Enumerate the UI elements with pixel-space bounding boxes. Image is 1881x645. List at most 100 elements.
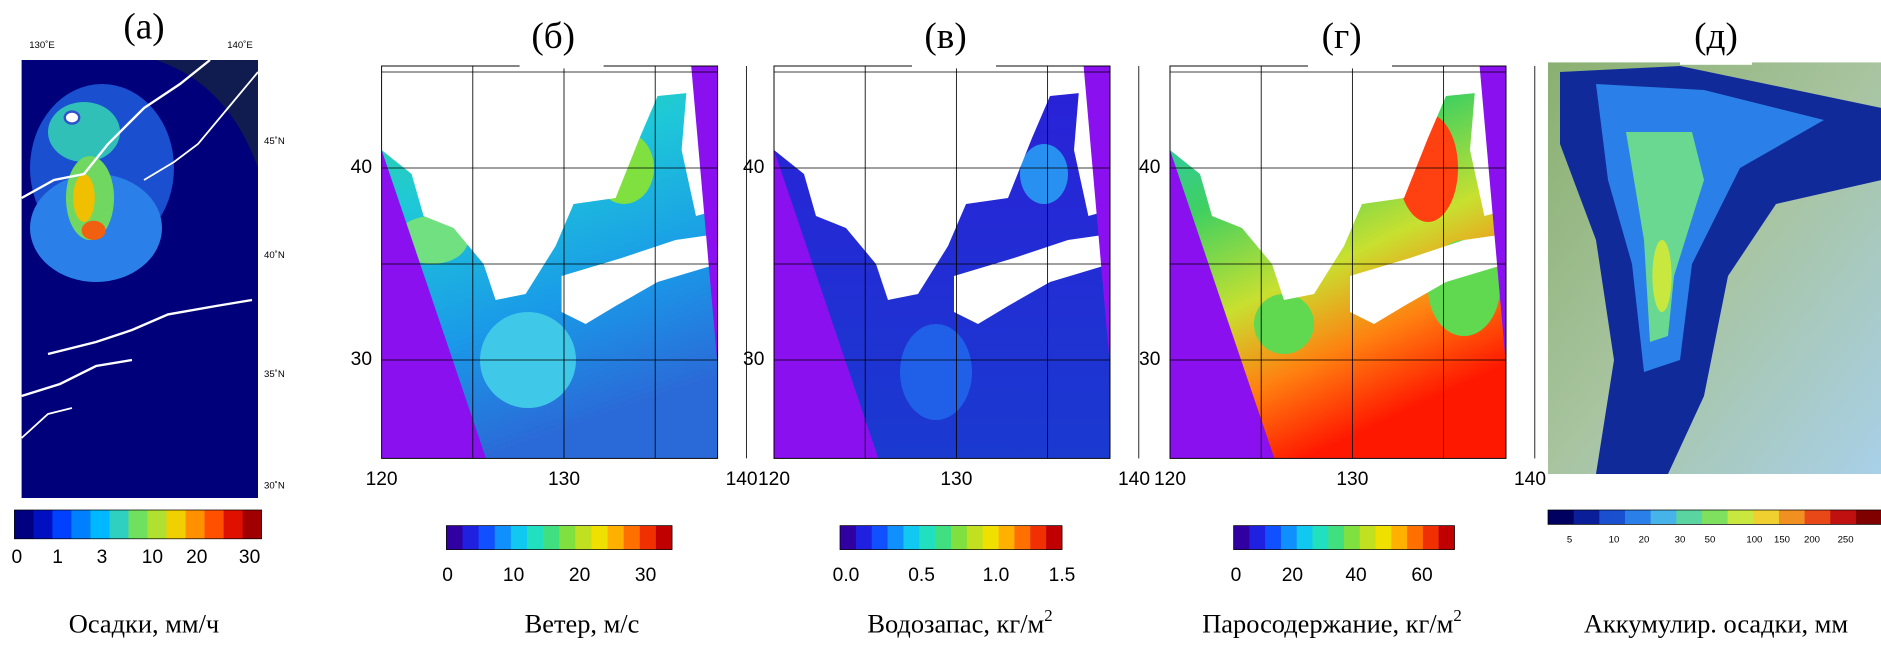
lat-label: 30 [1139, 349, 1160, 370]
lon-label: 140 [1514, 469, 1546, 490]
precip-area [81, 220, 106, 241]
colorbar-label: 50 [1705, 535, 1716, 546]
colorbar-swatch [1280, 525, 1298, 550]
colorbar-swatch [639, 525, 657, 550]
swath-gap [1479, 66, 1506, 366]
colorbar-label: 100 [1746, 535, 1762, 546]
colorbar-label: 200 [1804, 535, 1820, 546]
lat-label: 35˚N [264, 369, 285, 380]
colorbar-swatch [1249, 525, 1266, 550]
colorbar-swatch [52, 510, 72, 539]
colorbar-swatch [998, 525, 1015, 550]
colorbar-swatch [1548, 510, 1575, 525]
colorbar-swatch [1599, 510, 1626, 525]
colorbar-swatch [966, 525, 984, 550]
colorbar-swatch [1804, 510, 1831, 525]
lat-label: 30 [743, 349, 764, 370]
colorbar-swatch [1438, 525, 1455, 550]
colorbar-swatch [1753, 510, 1780, 525]
colorbar-swatch [1727, 510, 1754, 525]
colorbar-label: 0.5 [908, 565, 935, 586]
panel-label: (д) [1694, 16, 1738, 57]
colorbar-label: 10 [142, 547, 163, 568]
field-patch [1254, 294, 1314, 354]
label-backdrop [72, 45, 162, 61]
label-backdrop [1680, 48, 1753, 65]
colorbar-label: 10 [503, 565, 524, 586]
colorbar-swatch [982, 525, 999, 550]
land-mask [381, 66, 718, 300]
colorbar-label: 30 [239, 547, 260, 568]
lat-label: 40 [1139, 157, 1160, 178]
colorbar-label: 0 [442, 565, 453, 586]
colorbar-swatch [607, 525, 625, 550]
colorbar-swatch [1296, 525, 1313, 550]
colorbar-label: 0 [11, 547, 22, 568]
figure-art: (а)130˚E 140˚E45˚N40˚N35˚N30˚N0 1 3 10 20 30Ос… [11, 7, 1881, 639]
colorbar-label: 3 [97, 547, 108, 568]
colorbar-label: 40 [1345, 565, 1366, 586]
colorbar-swatch [623, 525, 641, 550]
lon-label: 120 [758, 469, 790, 490]
colorbar-swatch [1778, 510, 1805, 525]
caption-superscript: 2 [1044, 606, 1052, 625]
colorbar-swatch [903, 525, 920, 550]
coastline [21, 358, 133, 398]
coastline [47, 298, 253, 356]
panel-label: (в) [924, 16, 966, 57]
precip-area [1626, 132, 1705, 342]
colorbar-swatch [935, 525, 952, 550]
colorbar-swatch [109, 510, 129, 539]
lon-label: 140 [726, 469, 758, 490]
colorbar-swatch [1014, 525, 1031, 550]
caption-text: Паросодержание, кг/м [1202, 608, 1453, 638]
lon-label: 130˚E [29, 40, 55, 51]
precip-area [63, 110, 81, 125]
colorbar-swatch [1344, 525, 1361, 550]
lat-label: 40 [351, 157, 372, 178]
colorbar-label: 1.0 [983, 565, 1010, 586]
colorbar-swatch [1328, 525, 1345, 550]
colorbar-swatch [1407, 525, 1424, 550]
lon-label: 130 [940, 469, 972, 490]
colorbar-swatch [1265, 525, 1282, 550]
colorbar-frame [839, 525, 1063, 550]
colorbar-label: 1.5 [1049, 565, 1076, 586]
lon-label: 130 [1336, 469, 1368, 490]
land-mask [1350, 234, 1506, 324]
colorbar-swatch [185, 510, 205, 539]
colorbar-swatch [871, 525, 888, 550]
lat-label: 40˚N [264, 250, 285, 261]
land-mask [1170, 66, 1506, 300]
colorbar-swatch [242, 510, 262, 539]
lat-label: 30˚N [264, 481, 285, 492]
colorbar-swatch [462, 525, 479, 550]
land-mask [561, 234, 718, 324]
caption: Аккумулир. осадки, мм [1584, 608, 1848, 638]
colorbar-swatch [14, 510, 34, 539]
colorbar-label: 250 [1838, 535, 1854, 546]
colorbar-label: 10 [1609, 535, 1620, 546]
colorbar-label: 5 [1567, 535, 1572, 546]
colorbar-label: 20 [186, 547, 207, 568]
caption-superscript: 2 [1453, 606, 1461, 625]
colorbar-frame [14, 509, 262, 540]
colorbar-swatch [559, 525, 576, 550]
colorbar-swatch [446, 525, 463, 550]
colorbar-swatch [166, 510, 186, 539]
lon-label: 140 [1118, 469, 1150, 490]
map-outer-region [156, 60, 258, 169]
caption: Осадки, мм/ч [69, 608, 219, 638]
colorbar-label: 1 [52, 547, 63, 568]
colorbar-swatch [1233, 525, 1250, 550]
colorbar-swatch [1650, 510, 1677, 525]
colorbar-swatch [1359, 525, 1376, 550]
colorbar-swatch [840, 525, 857, 550]
colorbar-label: 30 [1675, 535, 1686, 546]
colorbar-swatch [33, 510, 53, 539]
caption: Водозапас, кг/м2 [867, 606, 1052, 639]
colorbar-swatch [1701, 510, 1728, 525]
colorbar-label: 60 [1411, 565, 1432, 586]
